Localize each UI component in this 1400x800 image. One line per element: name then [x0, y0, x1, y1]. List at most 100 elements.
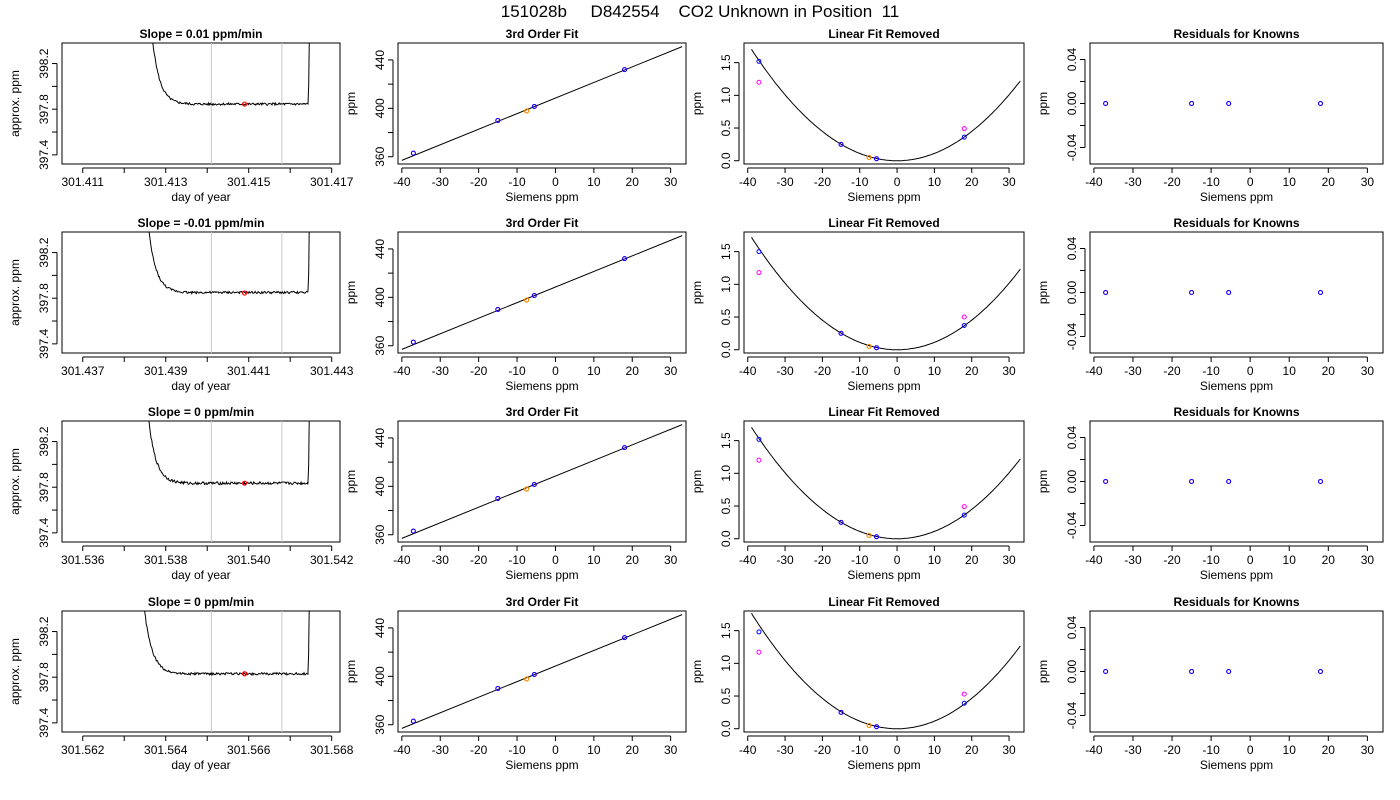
x-tick-label: -20 — [470, 364, 488, 378]
y-axis-label: approx. ppm — [8, 448, 22, 515]
standard-point — [961, 323, 967, 329]
x-tick-label: -30 — [432, 743, 450, 757]
x-tick-label: 0 — [894, 175, 901, 189]
x-tick-label: -20 — [1163, 175, 1181, 189]
y-tick-label: 0.5 — [719, 497, 733, 514]
x-tick-label: -20 — [814, 364, 832, 378]
y-tick-label: 1.0 — [719, 276, 733, 293]
x-tick-label: -20 — [814, 175, 832, 189]
panel-title: Residuals for Knowns — [1173, 216, 1299, 230]
y-axis-label: ppm — [344, 660, 358, 683]
standard-point — [1189, 669, 1195, 674]
panel-0-1: 3rd Order Fit -40 -30 -20 -10 0 10 20 30 Siemens … — [344, 27, 687, 204]
y-tick-label: 0.5 — [719, 308, 733, 325]
x-tick-label: -30 — [432, 364, 450, 378]
x-tick-label: 20 — [965, 364, 979, 378]
x-tick-label: -10 — [508, 743, 526, 757]
x-tick-label: 301.413 — [144, 175, 188, 189]
y-axis-label: ppm — [690, 281, 704, 304]
standard-point — [410, 339, 416, 345]
x-tick-label: 10 — [928, 743, 942, 757]
y-axis-label: ppm — [344, 470, 358, 493]
sample-marker — [241, 671, 248, 677]
fit-line — [401, 424, 683, 539]
x-tick-label: 10 — [587, 175, 601, 189]
y-tick-label: 397.4 — [37, 708, 51, 738]
plot-frame — [743, 42, 1025, 165]
x-tick-label: 0 — [1247, 553, 1254, 567]
x-tick-label: -40 — [1085, 175, 1103, 189]
y-tick-label: 398.2 — [37, 237, 51, 267]
x-tick-label: 20 — [965, 175, 979, 189]
y-tick-label: 0.00 — [1065, 469, 1079, 493]
x-tick-label: 10 — [1283, 175, 1297, 189]
x-tick-label: 20 — [626, 743, 640, 757]
concentration-trace — [152, 43, 310, 107]
x-tick-label: -20 — [1163, 743, 1181, 757]
y-tick-label: 360 — [373, 335, 387, 355]
fit-line — [401, 46, 683, 161]
sample-point — [524, 297, 530, 303]
y-axis-label: ppm — [344, 281, 358, 304]
x-tick-label: 0 — [552, 175, 559, 189]
fit-line — [401, 235, 683, 350]
standard-point — [1317, 290, 1323, 295]
panel-3-1: 3rd Order Fit -40 -30 -20 -10 0 10 20 30 Siemens … — [344, 595, 687, 772]
y-tick-label: 1.5 — [719, 432, 733, 449]
x-tick-label: -40 — [739, 175, 757, 189]
x-tick-label: -10 — [508, 364, 526, 378]
x-tick-label: 30 — [664, 743, 678, 757]
plot-area — [401, 46, 683, 161]
standard-point — [756, 436, 762, 442]
x-axis-label: Siemens ppm — [847, 568, 920, 582]
y-tick-label: 0.04 — [1065, 236, 1079, 260]
x-tick-label: 30 — [1002, 553, 1016, 567]
x-tick-label: 10 — [1283, 743, 1297, 757]
x-tick-label: -20 — [1163, 553, 1181, 567]
measured-point — [961, 314, 967, 320]
y-axis-label: ppm — [690, 470, 704, 493]
plot-frame — [1089, 610, 1384, 733]
standard-point — [1317, 669, 1323, 674]
x-tick-label: 10 — [587, 553, 601, 567]
x-tick-label: -40 — [1085, 553, 1103, 567]
panel-3-3: Residuals for Knowns -40 -30 -20 -10 0 10 20 30 S… — [1036, 595, 1384, 772]
x-tick-label: 20 — [965, 553, 979, 567]
panel-1-1: 3rd Order Fit -40 -30 -20 -10 0 10 20 30 Siemens … — [344, 216, 687, 393]
panel-1-3: Residuals for Knowns -40 -30 -20 -10 0 10 20 30 S… — [1036, 216, 1384, 393]
standard-point — [961, 134, 967, 140]
plot-area — [1103, 669, 1323, 674]
x-tick-label: -20 — [470, 553, 488, 567]
sample-point — [866, 722, 872, 729]
x-tick-label: 30 — [664, 364, 678, 378]
page-title: 151028b D842554 CO2 Unknown in Position … — [500, 2, 900, 21]
x-axis-label: Siemens ppm — [505, 190, 578, 204]
plot-frame — [743, 231, 1025, 354]
y-tick-label: 440 — [373, 239, 387, 259]
y-tick-label: 397.4 — [37, 329, 51, 359]
panel-title: Linear Fit Removed — [828, 27, 939, 41]
standard-point — [531, 293, 537, 299]
x-tick-label: 30 — [1361, 175, 1375, 189]
x-tick-label: 301.542 — [310, 553, 354, 567]
panel-title: 3rd Order Fit — [506, 27, 579, 41]
x-tick-label: -40 — [393, 175, 411, 189]
plot-frame — [397, 420, 687, 543]
x-tick-label: 0 — [1247, 364, 1254, 378]
panel-1-0: Slope = -0.01 ppm/min 301.437 301.439 301.4… — [8, 216, 354, 393]
x-tick-label: -10 — [851, 364, 869, 378]
x-tick-label: 30 — [1002, 364, 1016, 378]
x-tick-label: -30 — [1124, 553, 1142, 567]
y-tick-label: 397.8 — [37, 94, 51, 124]
y-tick-label: -0.04 — [1065, 323, 1079, 351]
y-tick-label: 400 — [373, 476, 387, 496]
panel-1-2: Linear Fit Removed -40 -30 -20 -10 0 10 20 30 Sie… — [690, 216, 1025, 393]
plot-area — [751, 613, 1021, 730]
x-axis-label: Siemens ppm — [847, 379, 920, 393]
y-axis-label: ppm — [1036, 660, 1050, 683]
x-axis-label: Siemens ppm — [505, 758, 578, 772]
fit-line — [401, 614, 683, 729]
standard-point — [410, 528, 416, 534]
plot-frame — [397, 610, 687, 733]
